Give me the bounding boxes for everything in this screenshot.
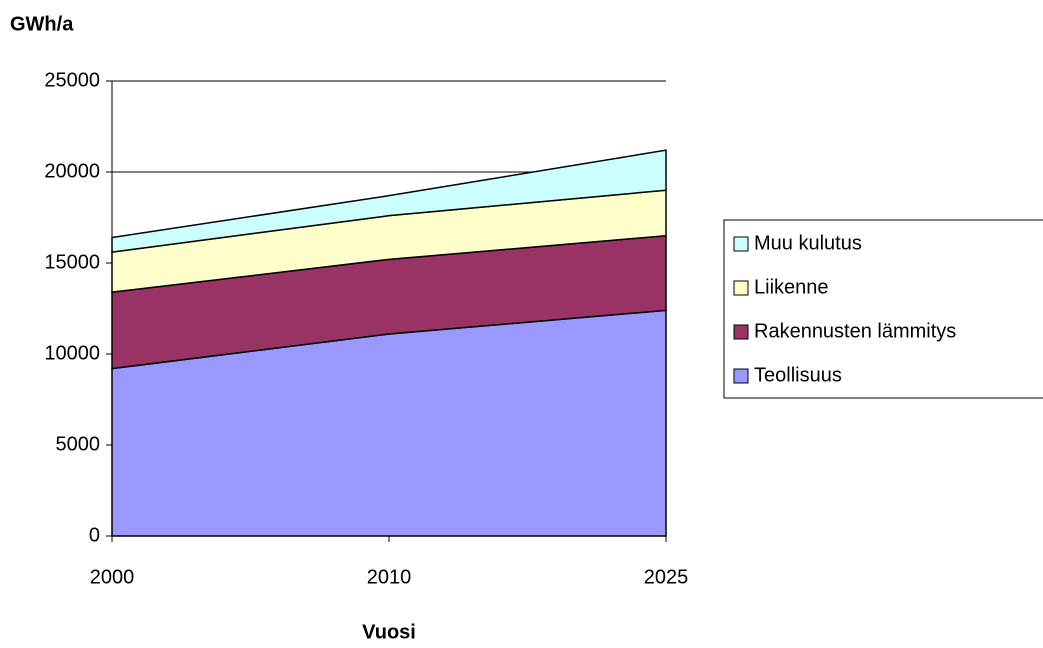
legend-label: Muu kulutus <box>754 232 862 254</box>
x-tick-label: 2000 <box>90 566 135 588</box>
y-tick-label: 20000 <box>44 160 100 182</box>
legend-label: Teollisuus <box>754 364 842 386</box>
legend-box <box>723 219 1043 399</box>
legend-swatch <box>733 368 749 384</box>
y-tick-label: 5000 <box>56 433 101 455</box>
y-tick-label: 0 <box>89 524 100 546</box>
x-tick-label: 2010 <box>367 566 412 588</box>
y-tick-label: 25000 <box>44 69 100 91</box>
y-tick-label: 10000 <box>44 342 100 364</box>
x-tick-label: 2025 <box>644 566 689 588</box>
legend-swatch <box>733 280 749 296</box>
legend-swatch <box>733 236 749 252</box>
y-axis-title: GWh/a <box>10 13 74 35</box>
legend-swatch <box>733 324 749 340</box>
legend-label: Liikenne <box>754 276 829 298</box>
legend-label: Rakennusten lämmitys <box>754 320 956 342</box>
x-axis-title: Vuosi <box>362 621 416 643</box>
y-tick-label: 15000 <box>44 251 100 273</box>
